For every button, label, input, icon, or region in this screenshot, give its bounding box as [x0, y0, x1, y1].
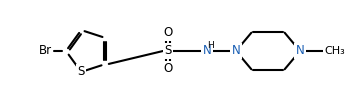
Text: N: N — [232, 44, 240, 58]
Text: N: N — [296, 44, 305, 58]
Text: S: S — [77, 65, 85, 78]
Text: Br: Br — [39, 44, 51, 58]
Text: CH₃: CH₃ — [325, 46, 345, 56]
Text: O: O — [164, 63, 173, 75]
Text: H: H — [208, 42, 214, 50]
Text: O: O — [164, 27, 173, 39]
Text: N: N — [203, 44, 211, 58]
Text: S: S — [164, 44, 172, 58]
